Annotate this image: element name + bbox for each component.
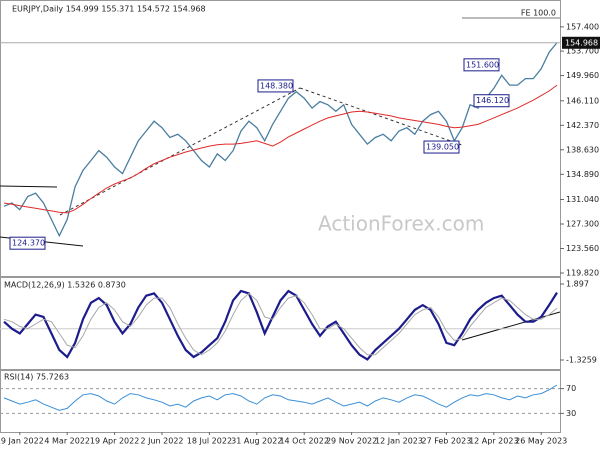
y-tick-label: 157.400 — [566, 22, 599, 31]
x-tick-label: 12 Jan 2023 — [375, 437, 423, 446]
x-tick-label: 19 Apr 2022 — [90, 437, 139, 446]
series-line — [3, 84, 558, 214]
y-tick-label: 70 — [566, 384, 576, 393]
x-tick-label: 29 Nov 2022 — [326, 437, 377, 446]
annotation-box — [473, 94, 510, 108]
watermark: ActionForex.com — [318, 212, 484, 236]
y-tick-label: 138.630 — [566, 145, 599, 154]
x-tick-label: 14 Oct 2022 — [279, 437, 328, 446]
y-tick-label: 119.820 — [566, 268, 599, 277]
trend-line — [299, 87, 463, 146]
x-tick-label: 26 May 2023 — [515, 437, 567, 446]
x-tick-label: 18 Jul 2022 — [187, 437, 232, 446]
y-tick-label: 142.370 — [566, 121, 599, 130]
x-tick-label: 31 Aug 2022 — [231, 437, 282, 446]
macd-trend-line — [461, 311, 561, 341]
price-panel — [0, 0, 561, 277]
annotation-label: 146.120 — [476, 96, 509, 105]
rsi-title: RSI(14) 75.7263 — [4, 373, 69, 382]
annotation-box — [463, 58, 500, 72]
series-line — [3, 384, 558, 411]
annotation-label: 124.370 — [12, 239, 45, 248]
macd-panel — [0, 277, 561, 370]
price-title: EURJPY,Daily 154.999 155.371 154.572 154… — [12, 5, 206, 14]
series-line — [3, 289, 558, 361]
series-line — [3, 42, 558, 238]
annotation-box — [423, 140, 460, 154]
y-tick-label: 123.560 — [566, 244, 599, 253]
series-line — [3, 292, 558, 356]
annotation-label: 139.050 — [426, 143, 459, 152]
y-tick-label: 153.700 — [566, 47, 599, 56]
channel-line — [0, 185, 58, 188]
annotation-label: 151.600 — [466, 60, 499, 69]
y-tick-label: -1.3259 — [566, 355, 597, 364]
macd-title: MACD(12,26,9) 1.5326 0.8730 — [4, 281, 126, 290]
y-tick-label: 146.110 — [566, 96, 599, 105]
last-price-box — [562, 36, 600, 49]
fe-label: FE 100.0 — [521, 9, 556, 18]
annotation-label: 148.380 — [260, 81, 293, 90]
y-tick-label: 134.890 — [566, 170, 599, 179]
x-tick-label: 27 Feb 2023 — [422, 437, 472, 446]
last-price-label: 154.968 — [565, 38, 598, 47]
y-tick-label: 30 — [566, 409, 576, 418]
annotation-box — [9, 236, 46, 250]
annotation-box — [257, 79, 294, 93]
x-tick-label: 2 Jun 2022 — [140, 437, 183, 446]
x-tick-label: 12 Apr 2023 — [469, 437, 518, 446]
y-tick-label: 131.040 — [566, 195, 599, 204]
y-tick-label: 149.960 — [566, 71, 599, 80]
y-tick-label: 127.300 — [566, 219, 599, 228]
rsi-panel — [0, 370, 561, 433]
x-tick-label: 19 Jan 2022 — [0, 437, 44, 446]
y-tick-label: 1.897 — [566, 279, 589, 288]
x-tick-label: 4 Mar 2022 — [44, 437, 90, 446]
